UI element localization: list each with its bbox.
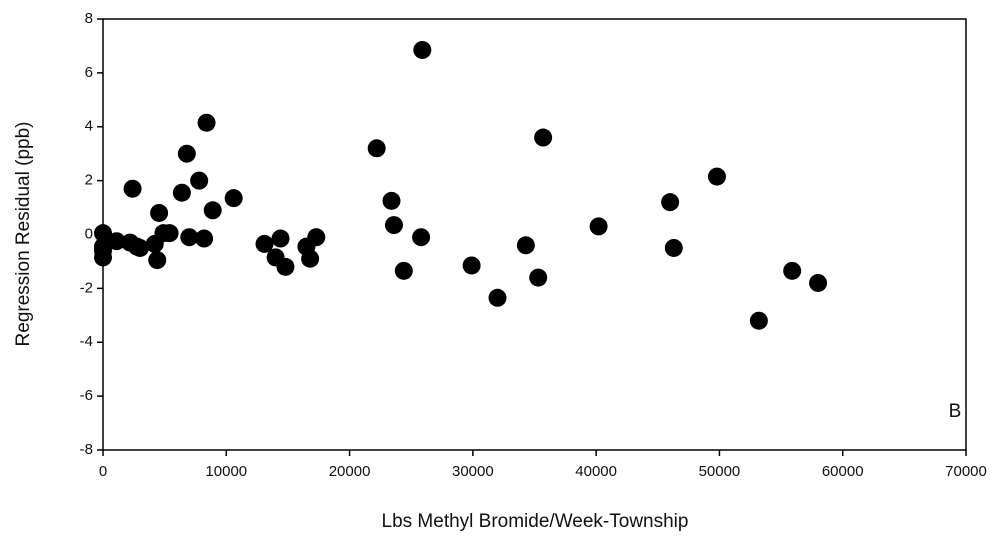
data-point <box>190 171 209 190</box>
data-point <box>382 191 401 210</box>
data-point <box>462 256 481 275</box>
data-point <box>130 238 149 257</box>
data-point <box>707 167 726 186</box>
panel-label: B <box>949 401 962 422</box>
x-tick-label: 70000 <box>945 463 987 480</box>
plot-frame <box>102 18 967 451</box>
x-tick-label: 20000 <box>329 463 371 480</box>
data-point <box>664 238 683 257</box>
data-point <box>160 224 179 243</box>
data-point <box>180 228 199 247</box>
data-point <box>197 113 216 132</box>
data-point <box>516 236 535 255</box>
data-point <box>94 241 112 260</box>
y-axis-title: Regression Residual (ppb) <box>13 122 34 347</box>
data-point <box>589 217 608 236</box>
data-point <box>123 179 142 198</box>
data-point <box>394 261 413 280</box>
data-point <box>783 261 802 280</box>
data-point <box>177 144 196 163</box>
data-point <box>276 257 295 276</box>
data-point <box>195 229 214 248</box>
data-point <box>307 228 326 247</box>
x-tick-label: 50000 <box>699 463 741 480</box>
y-tick-label: -4 <box>80 333 93 350</box>
data-point <box>534 128 553 147</box>
data-point <box>661 193 680 212</box>
data-point <box>107 232 126 251</box>
data-point <box>488 288 507 307</box>
x-tick-label: 40000 <box>575 463 617 480</box>
data-point <box>150 203 169 222</box>
x-tick-label: 10000 <box>205 463 247 480</box>
x-tick-label: 0 <box>99 463 107 480</box>
y-tick-label: 6 <box>85 64 93 81</box>
y-tick-label: -6 <box>80 387 93 404</box>
y-tick-label: -8 <box>80 441 93 458</box>
data-point <box>809 273 828 292</box>
data-point <box>529 268 548 287</box>
data-point <box>301 249 320 268</box>
x-tick-label: 30000 <box>452 463 494 480</box>
y-tick-label: -2 <box>80 279 93 296</box>
data-point <box>413 40 432 59</box>
data-point <box>148 251 167 270</box>
y-tick-label: 0 <box>85 225 93 242</box>
data-point <box>172 183 191 202</box>
y-tick-label: 4 <box>85 118 93 135</box>
data-point <box>384 216 403 235</box>
x-tick-label: 60000 <box>822 463 864 480</box>
y-tick-label: 8 <box>85 10 93 27</box>
y-tick-label: 2 <box>85 172 93 189</box>
data-point <box>412 228 431 247</box>
data-point <box>224 189 243 208</box>
data-point <box>271 229 290 248</box>
x-axis-title: Lbs Methyl Bromide/Week-Township <box>382 511 689 532</box>
data-point <box>94 224 112 243</box>
data-point <box>367 139 386 158</box>
data-point <box>749 311 768 330</box>
data-point <box>203 201 222 220</box>
data-point <box>255 234 274 253</box>
